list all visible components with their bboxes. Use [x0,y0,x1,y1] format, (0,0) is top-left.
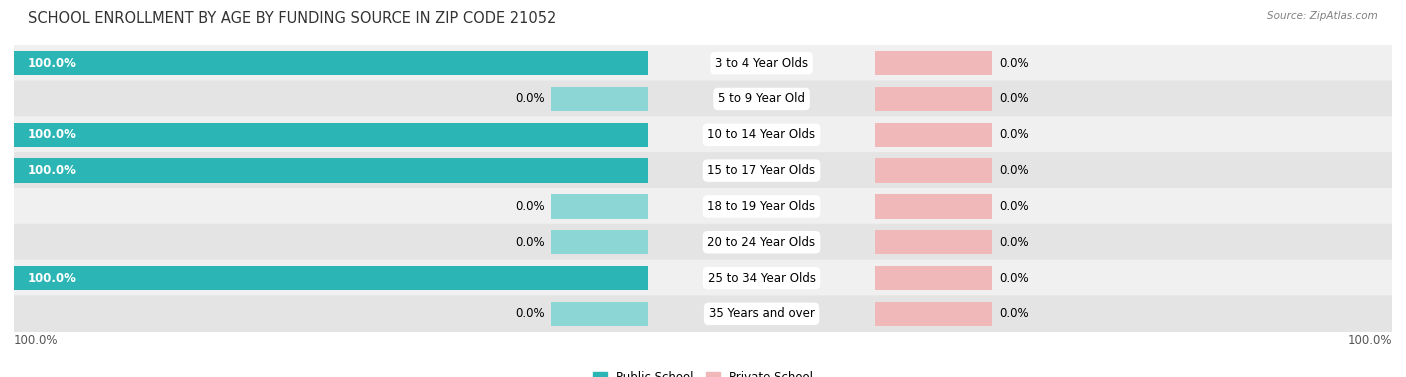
Text: 0.0%: 0.0% [1000,128,1029,141]
Text: 0.0%: 0.0% [1000,236,1029,249]
Bar [875,51,993,75]
FancyBboxPatch shape [14,260,1392,296]
Text: 100.0%: 100.0% [28,128,77,141]
Text: 100.0%: 100.0% [28,271,77,285]
Bar [875,230,993,254]
Text: 0.0%: 0.0% [1000,57,1029,70]
Text: 0.0%: 0.0% [515,92,544,106]
FancyBboxPatch shape [14,152,1392,189]
Bar [875,123,993,147]
Text: SCHOOL ENROLLMENT BY AGE BY FUNDING SOURCE IN ZIP CODE 21052: SCHOOL ENROLLMENT BY AGE BY FUNDING SOUR… [28,11,557,26]
Text: 10 to 14 Year Olds: 10 to 14 Year Olds [707,128,815,141]
Bar [14,51,648,75]
Bar [551,230,648,254]
Text: 0.0%: 0.0% [515,307,544,320]
Bar [551,194,648,219]
Text: 20 to 24 Year Olds: 20 to 24 Year Olds [707,236,815,249]
Text: 100.0%: 100.0% [28,164,77,177]
FancyBboxPatch shape [14,188,1392,225]
FancyBboxPatch shape [14,224,1392,261]
Bar [875,266,993,290]
FancyBboxPatch shape [14,116,1392,153]
Text: 3 to 4 Year Olds: 3 to 4 Year Olds [716,57,808,70]
Text: 0.0%: 0.0% [515,200,544,213]
Text: 0.0%: 0.0% [1000,92,1029,106]
FancyBboxPatch shape [14,45,1392,81]
Text: 0.0%: 0.0% [1000,271,1029,285]
Text: 100.0%: 100.0% [1347,334,1392,346]
Bar [14,158,648,183]
Text: 100.0%: 100.0% [28,57,77,70]
Text: 5 to 9 Year Old: 5 to 9 Year Old [718,92,806,106]
Text: 35 Years and over: 35 Years and over [709,307,814,320]
Text: 0.0%: 0.0% [1000,307,1029,320]
Bar [551,302,648,326]
Text: 25 to 34 Year Olds: 25 to 34 Year Olds [707,271,815,285]
FancyBboxPatch shape [14,81,1392,117]
FancyBboxPatch shape [14,296,1392,332]
Legend: Public School, Private School: Public School, Private School [588,366,818,377]
Text: 0.0%: 0.0% [1000,200,1029,213]
Bar [875,302,993,326]
Bar [14,123,648,147]
Text: 0.0%: 0.0% [515,236,544,249]
Text: 100.0%: 100.0% [14,334,59,346]
Text: 0.0%: 0.0% [1000,164,1029,177]
Bar [551,87,648,111]
Text: 15 to 17 Year Olds: 15 to 17 Year Olds [707,164,815,177]
Text: 18 to 19 Year Olds: 18 to 19 Year Olds [707,200,815,213]
Text: Source: ZipAtlas.com: Source: ZipAtlas.com [1267,11,1378,21]
Bar [875,87,993,111]
Bar [875,194,993,219]
Bar [14,266,648,290]
Bar [875,158,993,183]
